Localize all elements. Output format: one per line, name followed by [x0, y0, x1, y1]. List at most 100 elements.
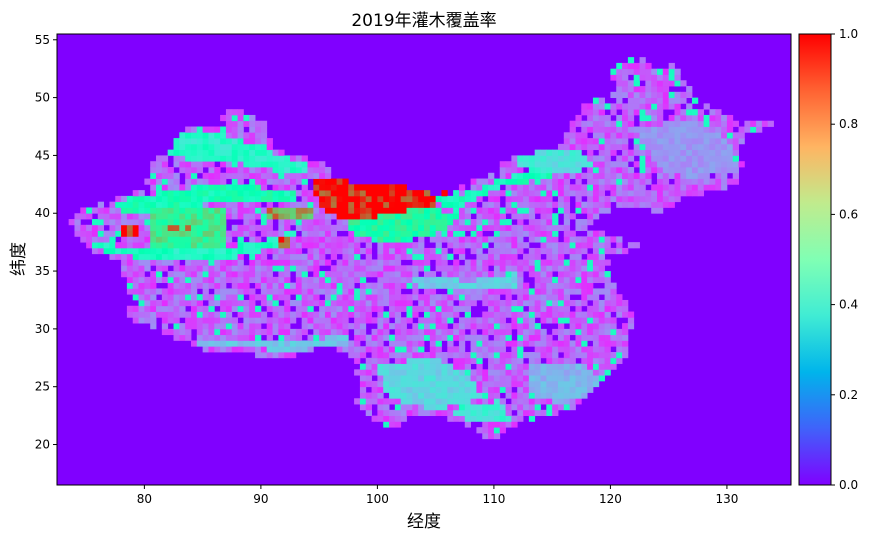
heatmap-cell [424, 213, 431, 220]
heatmap-cell [476, 253, 483, 260]
heatmap-cell [214, 172, 221, 179]
heatmap-cell [418, 404, 425, 411]
heatmap-cell [179, 323, 186, 330]
heatmap-cell [622, 74, 629, 81]
heatmap-cell [208, 299, 215, 307]
heatmap-cell [266, 346, 273, 353]
heatmap-cell [482, 236, 489, 243]
heatmap-cell [266, 213, 273, 220]
heatmap-cell [598, 172, 605, 179]
heatmap-cell [511, 207, 518, 214]
heatmap-cell [604, 195, 611, 203]
heatmap-cell [138, 219, 145, 226]
heatmap-cell [418, 282, 425, 289]
heatmap-cell [482, 340, 489, 347]
heatmap-cell [499, 172, 506, 179]
heatmap-cell [132, 305, 139, 312]
heatmap-cell [488, 415, 495, 422]
heatmap-cell [74, 230, 81, 237]
heatmap-cell [604, 184, 611, 191]
heatmap-cell [150, 236, 157, 243]
heatmap-cell [319, 328, 326, 336]
heatmap-cell [528, 166, 536, 174]
heatmap-cell [627, 317, 635, 324]
heatmap-cell [709, 161, 716, 168]
heatmap-cell [266, 282, 273, 289]
heatmap-cell [552, 317, 559, 324]
heatmap-cell [540, 271, 547, 278]
heatmap-cell [464, 201, 472, 208]
x-axis-label: 经度 [407, 512, 441, 532]
heatmap-cell [610, 294, 617, 301]
heatmap-cell [202, 288, 209, 295]
heatmap-cell [517, 392, 524, 399]
heatmap-cell [266, 334, 273, 341]
heatmap-cell [709, 166, 716, 174]
heatmap-cell [179, 271, 186, 278]
heatmap-cell [616, 172, 623, 179]
heatmap-cell [458, 201, 466, 208]
heatmap-cell [225, 334, 233, 341]
heatmap-cell [581, 190, 588, 197]
heatmap-cell [179, 282, 186, 289]
heatmap-cell [715, 178, 722, 185]
heatmap-cell [324, 184, 332, 191]
heatmap-cell [354, 311, 361, 318]
heatmap-cell [365, 253, 372, 260]
heatmap-cell [290, 166, 297, 174]
heatmap-cell [622, 114, 629, 122]
heatmap-cell [138, 265, 145, 272]
heatmap-cell [581, 340, 588, 347]
heatmap-cell [249, 120, 256, 127]
heatmap-cell [237, 138, 244, 145]
heatmap-cell [243, 224, 250, 231]
heatmap-cell [662, 178, 670, 185]
heatmap-cell [598, 138, 605, 145]
heatmap-cell [552, 311, 559, 318]
heatmap-cell [715, 149, 722, 156]
heatmap-cell [505, 166, 512, 174]
heatmap-cell [330, 334, 338, 341]
heatmap-cell [179, 190, 186, 197]
heatmap-cell [260, 276, 268, 284]
heatmap-cell [668, 80, 675, 87]
heatmap-cell [132, 242, 139, 249]
heatmap-cell [657, 91, 664, 98]
heatmap-cell [528, 317, 536, 324]
heatmap-cell [546, 352, 553, 359]
heatmap-cell [557, 363, 565, 370]
heatmap-cell [482, 323, 489, 330]
heatmap-cell [359, 207, 367, 214]
heatmap-cell [295, 247, 303, 255]
heatmap-cell [476, 288, 483, 295]
heatmap-cell [313, 259, 320, 266]
heatmap-cell [208, 305, 215, 312]
heatmap-cell [255, 323, 262, 330]
heatmap-cell [622, 178, 629, 185]
heatmap-cell [447, 352, 454, 359]
heatmap-cell [319, 305, 326, 312]
heatmap-cell [488, 282, 495, 289]
heatmap-cell [255, 138, 262, 145]
heatmap-cell [563, 224, 571, 231]
heatmap-cell [418, 305, 425, 312]
heatmap-cell [324, 166, 332, 174]
heatmap-cell [400, 328, 407, 336]
heatmap-cell [348, 346, 355, 353]
heatmap-cell [202, 207, 209, 214]
heatmap-cell [651, 97, 658, 104]
heatmap-cell [435, 346, 442, 353]
heatmap-cell [231, 265, 238, 272]
heatmap-cell [429, 195, 437, 203]
heatmap-cell [330, 253, 338, 260]
heatmap-cell [225, 230, 233, 237]
heatmap-cell [523, 155, 530, 162]
heatmap-cell [616, 103, 623, 110]
heatmap-cell [622, 155, 629, 162]
heatmap-cell [394, 334, 402, 341]
heatmap-cell [435, 247, 442, 255]
heatmap-cell [470, 276, 477, 284]
heatmap-cell [255, 328, 262, 336]
heatmap-cell [354, 190, 361, 197]
heatmap-cell [249, 259, 256, 266]
